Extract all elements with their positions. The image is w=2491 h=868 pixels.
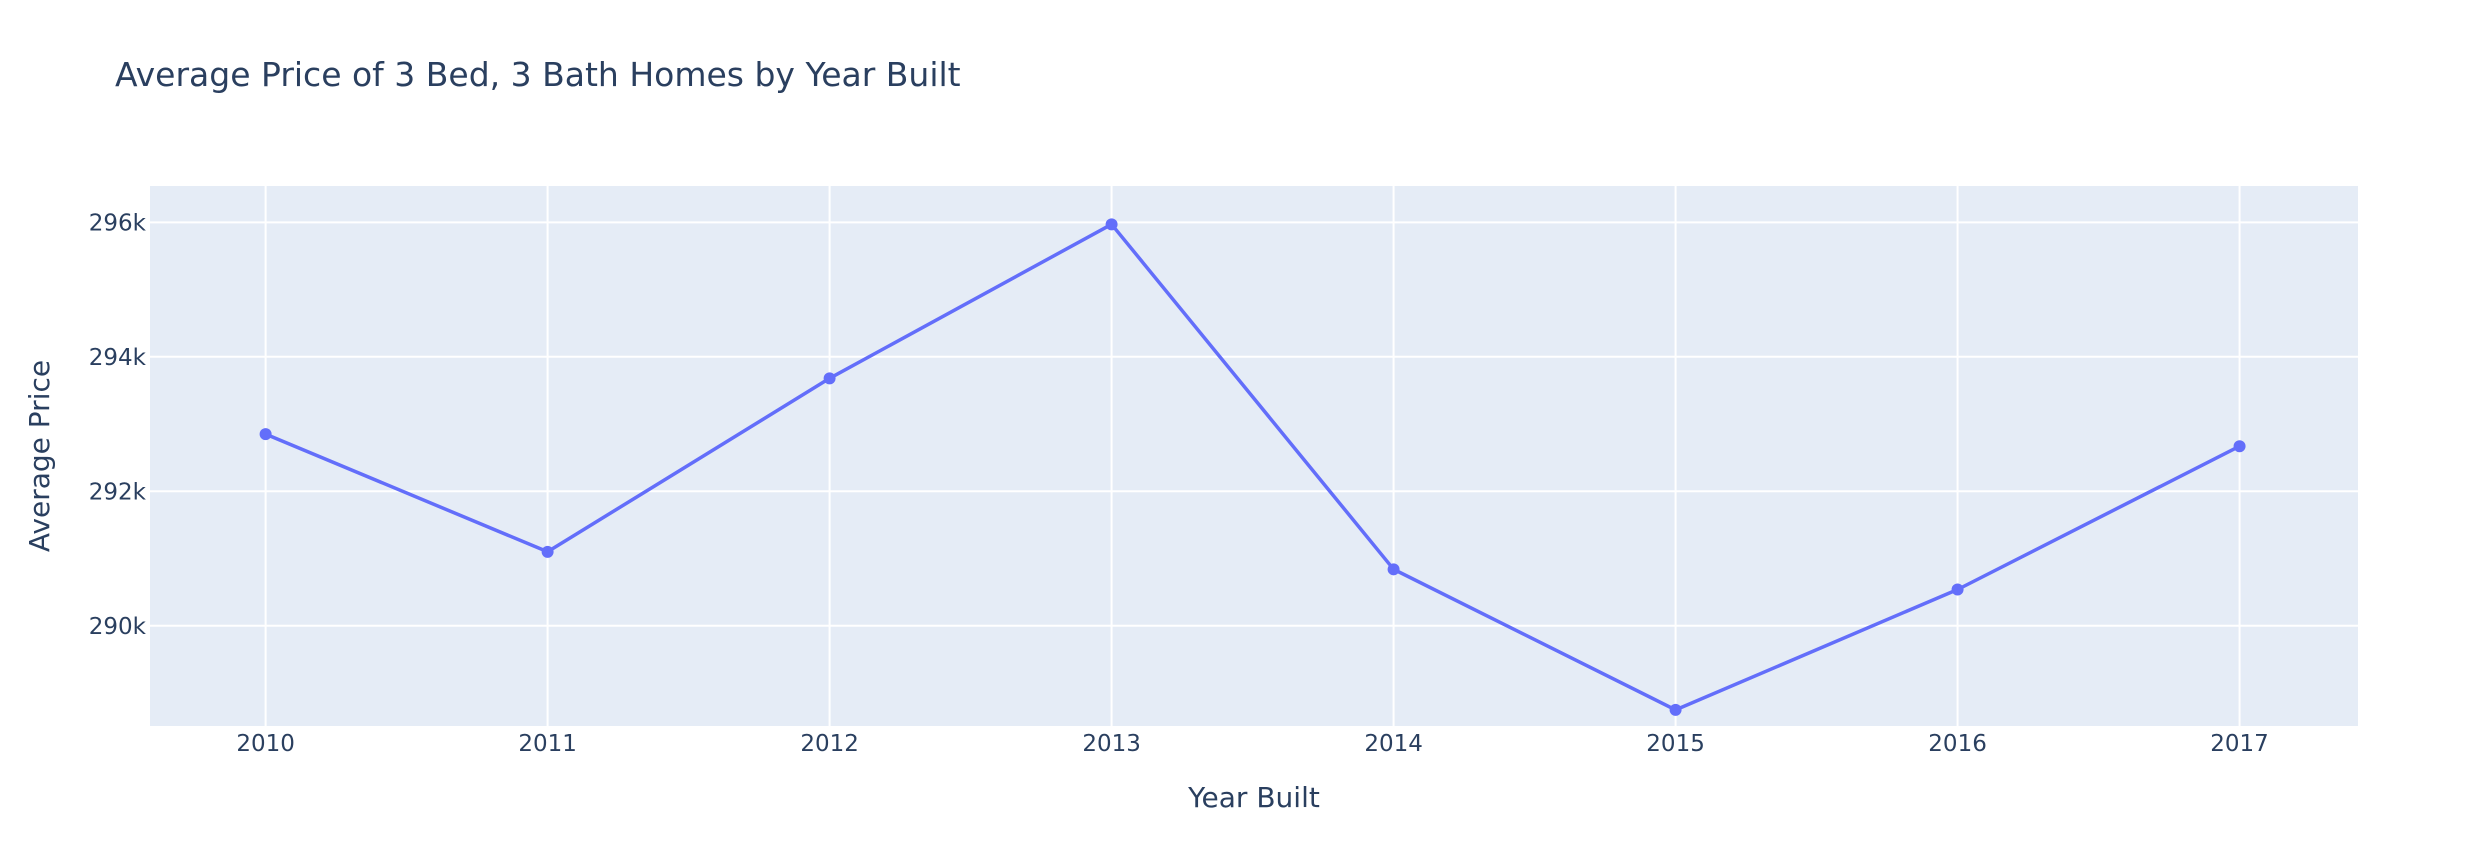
- data-point-2011: [541, 545, 554, 558]
- x-axis-title: Year Built: [1187, 781, 1320, 814]
- x-tick-label: 2012: [800, 731, 859, 757]
- series-line: [264, 222, 2241, 712]
- y-tick-label: 292k: [89, 479, 147, 505]
- data-point-2016: [1951, 583, 1964, 596]
- chart-title: Average Price of 3 Bed, 3 Bath Homes by …: [115, 55, 961, 94]
- data-point-2017: [2233, 440, 2246, 453]
- x-tick-label: 2015: [1646, 731, 1705, 757]
- x-tick-labels: 2010 2011 2012 2013 2014 2015 2016 2017: [236, 731, 2268, 757]
- data-point-2015: [1669, 703, 1682, 716]
- y-tick-label: 296k: [89, 210, 147, 236]
- x-tick-label: 2010: [236, 731, 295, 757]
- data-point-2013: [1105, 218, 1118, 231]
- y-tick-labels: 290k 292k 294k 296k: [89, 210, 147, 639]
- y-axis-title: Average Price: [23, 360, 56, 552]
- x-tick-label: 2013: [1082, 731, 1141, 757]
- data-point-2014: [1387, 563, 1400, 576]
- x-tick-label: 2017: [2210, 731, 2269, 757]
- x-tick-label: 2016: [1928, 731, 1987, 757]
- x-tick-label: 2011: [518, 731, 577, 757]
- data-point-2010: [259, 428, 272, 441]
- y-tick-label: 294k: [89, 345, 147, 371]
- y-tick-label: 290k: [89, 614, 147, 640]
- series-layer: [259, 218, 2246, 716]
- plot-area: [150, 186, 2358, 726]
- x-tick-label: 2014: [1364, 731, 1423, 757]
- grid-layer: [150, 186, 2358, 726]
- data-point-2012: [823, 372, 836, 385]
